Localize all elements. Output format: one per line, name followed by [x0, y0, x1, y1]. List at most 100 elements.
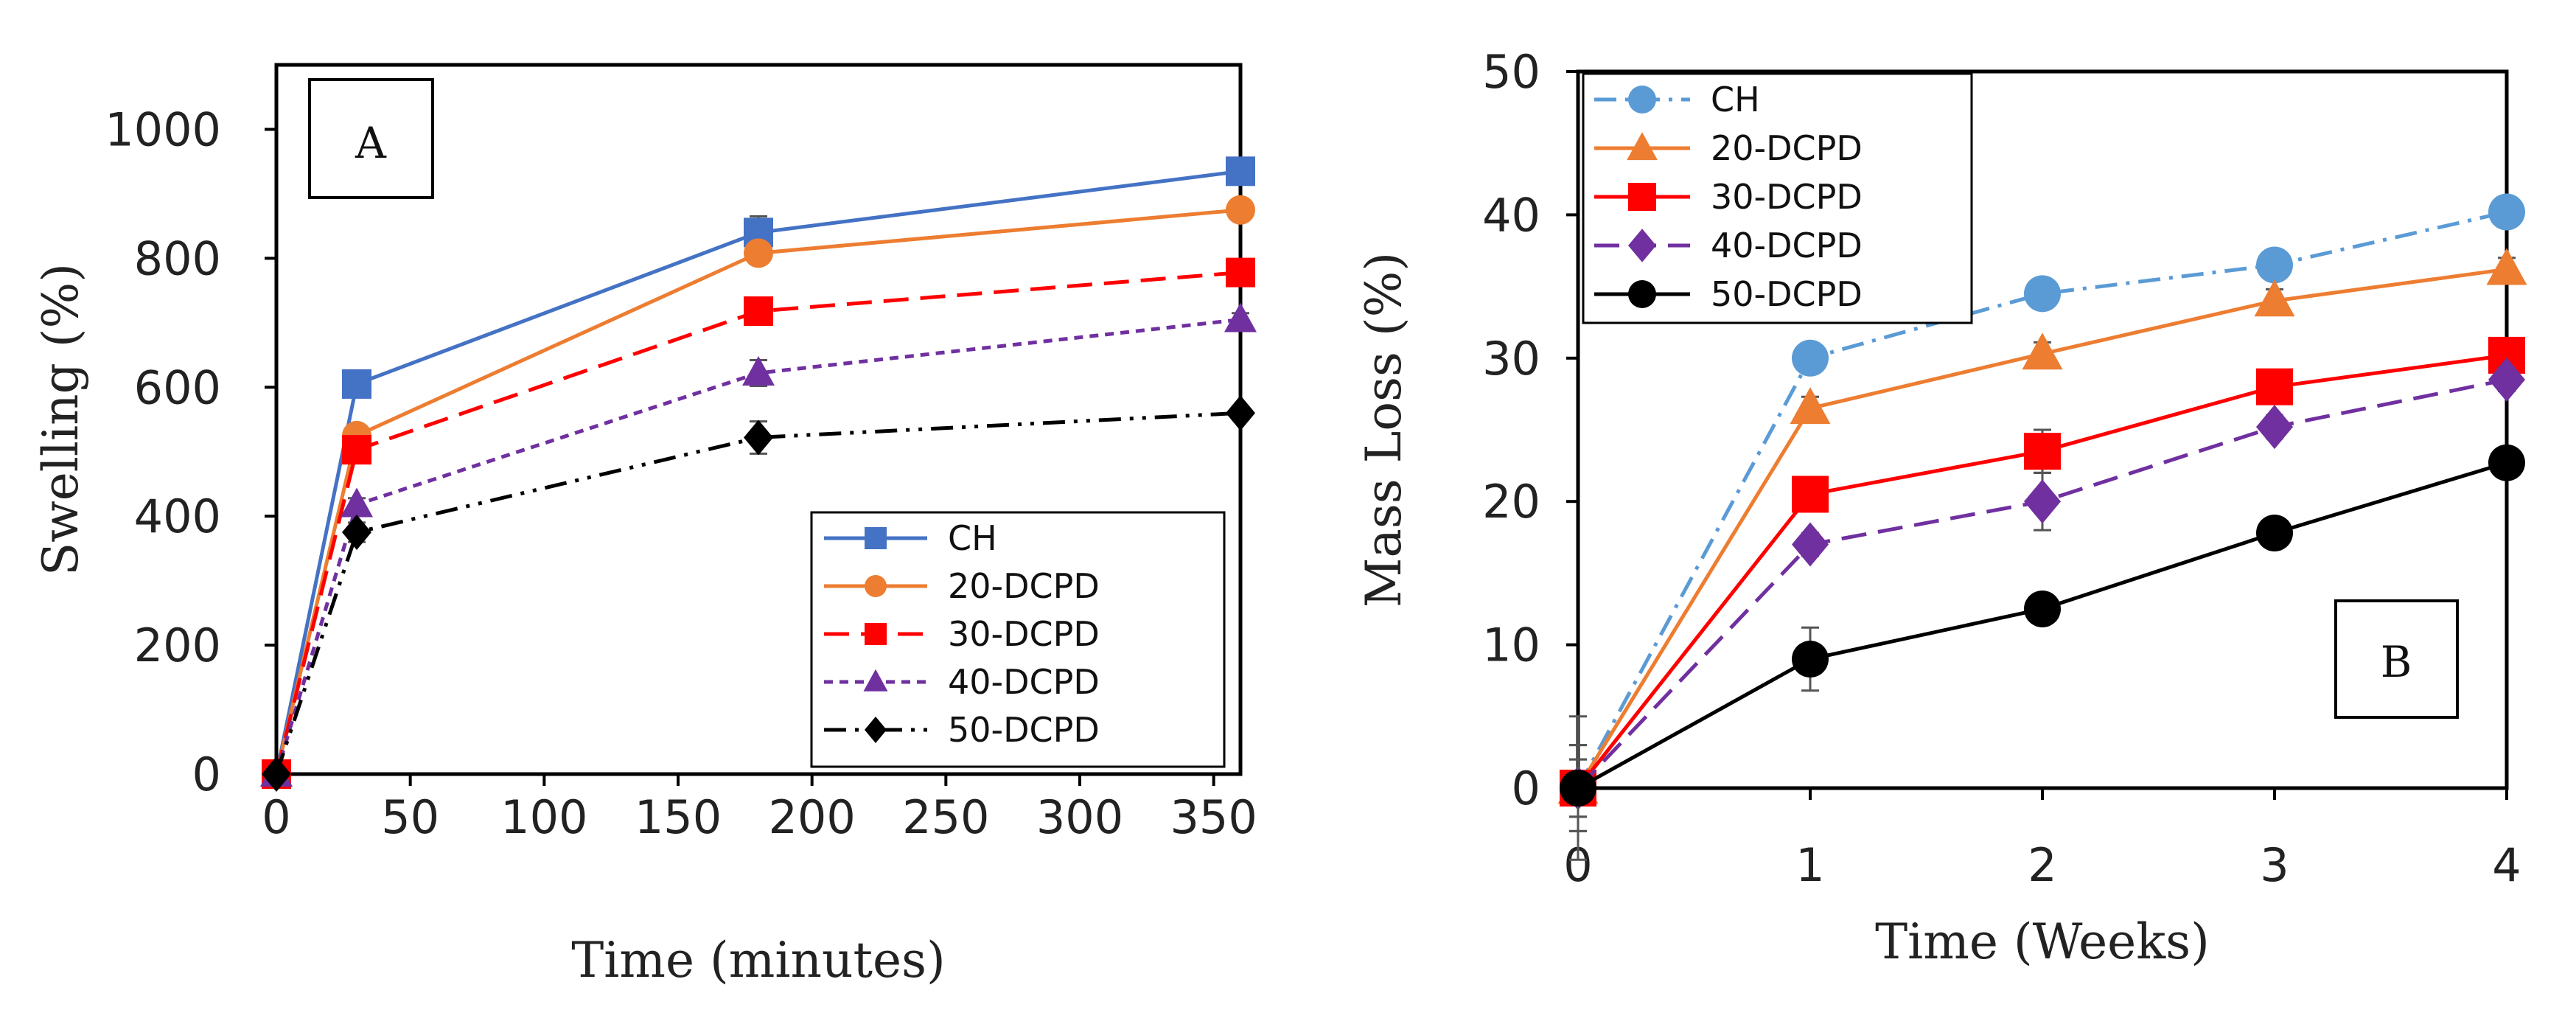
data-point: [2024, 275, 2061, 313]
legend-item: 50-DCPD: [824, 710, 1100, 750]
data-point: [1226, 156, 1255, 187]
data-point: [2488, 193, 2525, 231]
panel-label: A: [355, 118, 387, 168]
y-tick-label: 0: [1512, 762, 1540, 815]
panel-label-box: A: [308, 78, 434, 199]
legend: CH 20-DCPD 30-DCPD 40-DCPD 50-DCPD: [1582, 72, 1973, 324]
panel-label: B: [2381, 637, 2412, 687]
data-point: [2488, 444, 2525, 481]
legend-item: 30-DCPD: [824, 614, 1100, 654]
legend-item: 20-DCPD: [1594, 128, 1863, 168]
x-tick-label: 2: [2028, 838, 2056, 892]
legend-label: 30-DCPD: [948, 614, 1100, 654]
legend-label: 40-DCPD: [1711, 226, 1863, 265]
data-point: [2488, 357, 2525, 402]
data-point: [1792, 641, 1829, 678]
legend-swatch-marker: [865, 623, 887, 645]
legend-swatch-marker: [865, 717, 887, 743]
legend-item: 40-DCPD: [824, 662, 1100, 702]
legend-swatch-marker: [1628, 229, 1656, 262]
y-tick-label: 10: [1482, 619, 1540, 672]
y-tick-label: 200: [134, 619, 221, 672]
y-tick-label: 600: [134, 361, 221, 414]
legend-label: 40-DCPD: [948, 662, 1100, 702]
legend-item: 30-DCPD: [1594, 177, 1863, 217]
data-point: [342, 515, 371, 551]
x-tick-label: 350: [1170, 790, 1257, 844]
data-point: [744, 296, 773, 327]
series-line: [274, 411, 1241, 775]
y-tick-label: 50: [1482, 45, 1540, 99]
legend-item: CH: [1594, 80, 1760, 119]
data-point: [1226, 195, 1255, 225]
x-tick-label: 100: [500, 790, 587, 844]
series-line: [274, 271, 1241, 775]
data-point: [1560, 770, 1596, 807]
legend-label: 30-DCPD: [1711, 177, 1863, 217]
data-point: [2024, 591, 2061, 627]
legend: CH 20-DCPD 30-DCPD 40-DCPD 50-DCPD: [810, 511, 1226, 768]
data-point: [342, 435, 371, 465]
legend-swatch-marker: [1628, 280, 1656, 308]
legend-swatch-marker: [865, 527, 887, 549]
series-50-dcpd: [1560, 444, 2525, 818]
x-tick-label: 4: [2492, 838, 2521, 892]
data-point: [341, 487, 373, 518]
series-line: [274, 317, 1241, 775]
data-point: [2024, 479, 2061, 524]
y-tick-label: 400: [134, 490, 221, 543]
data-point: [2256, 514, 2293, 551]
data-point: [1226, 257, 1255, 288]
y-tick-label: 20: [1482, 475, 1540, 529]
legend-swatch-marker: [1628, 183, 1656, 211]
data-point: [1226, 395, 1255, 431]
y-tick-label: 800: [134, 231, 221, 285]
x-tick-label: 50: [381, 790, 439, 844]
x-tick-label: 250: [902, 790, 989, 844]
legend-label: CH: [1711, 80, 1760, 119]
legend-swatch-marker: [865, 575, 887, 597]
data-point: [1792, 476, 1829, 513]
legend-swatch-marker: [1628, 86, 1656, 114]
x-tick-label: 3: [2260, 838, 2289, 892]
data-point: [2486, 248, 2527, 285]
y-axis-label: Swelling (%): [32, 263, 89, 576]
data-point: [2254, 279, 2295, 317]
data-point: [744, 419, 773, 456]
y-tick-label: 0: [192, 748, 221, 801]
legend-item: 20-DCPD: [824, 566, 1100, 606]
panel-label-box: B: [2334, 599, 2459, 719]
legend-label: 20-DCPD: [948, 566, 1100, 606]
legend-swatch-marker: [863, 669, 888, 692]
data-point: [742, 356, 775, 386]
data-point: [1792, 522, 1829, 567]
data-point: [262, 756, 291, 792]
x-tick-label: 0: [262, 790, 290, 844]
data-point: [2256, 405, 2293, 450]
data-point: [1790, 387, 1831, 425]
swelling-chart: Time (minutes) Swelling (%) 0 50 100 150 200…: [32, 63, 1257, 989]
legend-swatch-marker: [1627, 132, 1658, 161]
legend-label: 20-DCPD: [1711, 128, 1863, 168]
x-axis-label: Time (minutes): [571, 932, 945, 989]
legend-label: 50-DCPD: [948, 710, 1100, 750]
y-tick-label: 1000: [105, 102, 221, 156]
data-point: [342, 369, 371, 399]
mass-loss-chart: Time (Weeks) Mass Loss (%) 0 1 2 3 40 10 20 30 4…: [1355, 45, 2527, 970]
data-point: [2022, 332, 2063, 370]
y-tick-label: 40: [1482, 188, 1540, 242]
x-tick-label: 300: [1036, 790, 1123, 844]
y-axis-label: Mass Loss (%): [1355, 252, 1412, 607]
y-tick-label: 30: [1482, 332, 1540, 386]
legend-item: CH: [824, 518, 997, 558]
legend-label: 50-DCPD: [1711, 274, 1863, 314]
legend-item: 50-DCPD: [1594, 274, 1863, 314]
series-line: [274, 208, 1241, 775]
data-point: [744, 238, 773, 268]
series-line: [274, 169, 1241, 775]
data-point: [2256, 368, 2293, 405]
data-point: [1792, 339, 1829, 377]
x-axis-label: Time (Weeks): [1875, 913, 2210, 970]
x-tick-label: 1: [1795, 838, 1824, 892]
